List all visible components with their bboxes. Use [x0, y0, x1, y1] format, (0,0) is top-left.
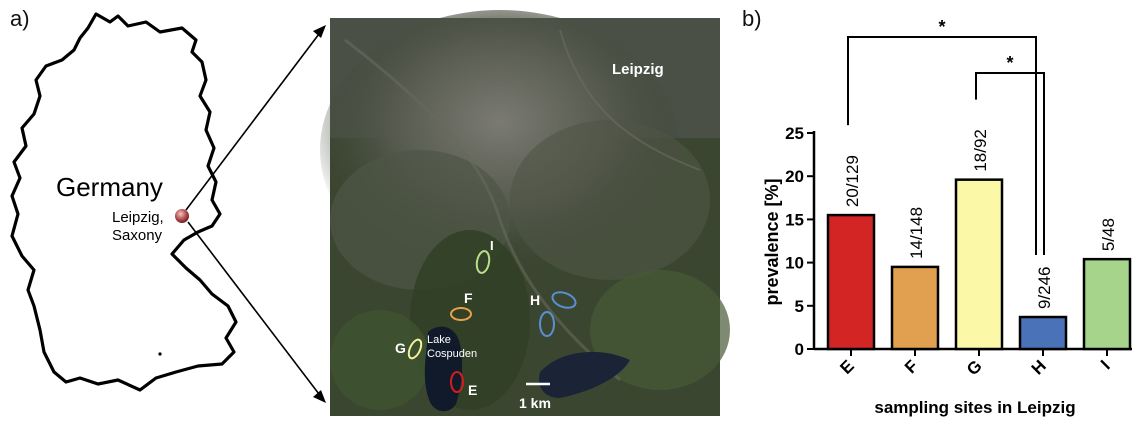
bar-F [890, 265, 940, 351]
panel-a-label: a) [10, 6, 30, 31]
site-F-label: F [464, 290, 473, 306]
y-tick-label: 10 [785, 254, 804, 273]
site-E-marker [450, 371, 464, 393]
significance-star: * [1006, 53, 1013, 73]
x-tick-label: G [963, 356, 986, 379]
data-label: 9/246 [1035, 266, 1054, 309]
bar-G [954, 178, 1004, 351]
y-axis-title: prevalence [%] [762, 178, 782, 305]
significance-bracket [847, 36, 1037, 256]
significance-bracket [975, 72, 1045, 256]
city-label-line1: Leipzig, [112, 209, 164, 226]
site-I-label: I [490, 238, 494, 253]
y-tick-label: 0 [795, 340, 804, 359]
data-label: 18/92 [971, 129, 990, 172]
data-label: 5/48 [1099, 218, 1118, 251]
y-tick-label: 5 [795, 297, 804, 316]
site-H-marker-1 [551, 291, 577, 309]
site-I-marker [475, 250, 491, 274]
y-tick-label: 15 [785, 210, 804, 229]
x-tick-label: H [1028, 356, 1050, 378]
site-H-label: H [530, 292, 540, 308]
country-label: Germany [56, 172, 163, 202]
y-tick-label: 20 [785, 167, 804, 186]
lake-label-line2: Cospuden [427, 348, 477, 360]
zoom-arrow-bottom [187, 221, 323, 399]
significance-star: * [938, 17, 945, 37]
leipzig-marker [175, 209, 189, 223]
zoom-arrowhead-bottom [313, 390, 326, 403]
site-F-marker [450, 307, 472, 321]
bar-I [1082, 257, 1132, 351]
zoom-arrow-top [185, 29, 323, 211]
scale-bar-label: 1 km [519, 395, 551, 411]
panel-b-label: b) [742, 6, 762, 31]
bar-E [826, 213, 876, 351]
y-tick-label: 25 [785, 124, 804, 143]
x-tick-label: E [836, 356, 857, 377]
data-label: 20/129 [843, 155, 862, 207]
x-tick-label: F [901, 356, 922, 377]
zoom-arrowhead-top [313, 25, 326, 38]
germany-outline [10, 12, 238, 392]
site-G-label: G [395, 340, 406, 356]
bar-H [1018, 315, 1068, 351]
city-label-line2: Saxony [112, 227, 163, 244]
island-dot [158, 352, 162, 356]
site-G-marker [407, 338, 423, 360]
satellite-image [320, 10, 730, 416]
site-H-marker-2 [539, 311, 555, 337]
x-axis-title: sampling sites in Leipzig [874, 398, 1075, 417]
data-label: 14/148 [907, 207, 926, 259]
site-E-label: E [468, 382, 477, 398]
lake-east [539, 351, 630, 398]
lake-label-line1: Lake [427, 334, 451, 346]
x-tick-label: I [1097, 356, 1114, 373]
city-name-label: Leipzig [612, 61, 664, 78]
